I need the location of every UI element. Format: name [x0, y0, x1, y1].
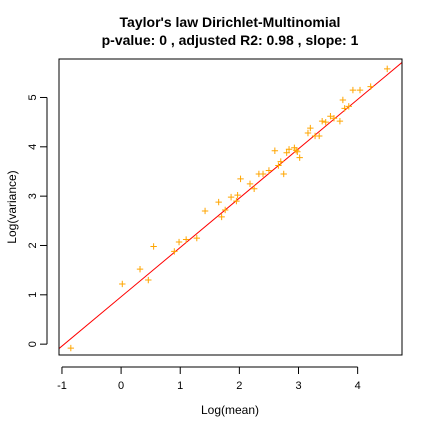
data-point-45 [356, 86, 364, 94]
data-point-1 [119, 280, 126, 288]
data-point-23 [275, 162, 282, 169]
data-point-36 [318, 117, 326, 125]
data-point-22 [271, 147, 279, 154]
x-tick-label: 2 [236, 380, 242, 392]
data-point-20 [259, 170, 267, 178]
data-point-4 [150, 243, 157, 250]
y-tick-label: 0 [27, 341, 39, 347]
data-point-26 [283, 149, 290, 156]
y-axis: 0 1 2 3 4 5 [27, 94, 48, 347]
data-point-42 [341, 105, 348, 112]
data-point-30 [294, 148, 301, 155]
data-point-9 [201, 207, 209, 215]
y-tick-label: 5 [27, 94, 39, 100]
data-point-40 [336, 117, 344, 125]
data-point-24 [277, 158, 284, 165]
x-tick-label: -1 [57, 380, 67, 392]
x-tick-label: 0 [118, 380, 124, 392]
data-point-0 [67, 344, 75, 352]
chart-title-line2: p-value: 0 , adjusted R2: 0.98 , slope: … [102, 32, 359, 48]
data-point-44 [349, 86, 357, 94]
data-point-39 [330, 115, 338, 122]
data-point-15 [234, 191, 241, 199]
data-point-11 [218, 213, 225, 221]
data-point-16 [237, 175, 244, 183]
data-point-13 [227, 193, 235, 201]
y-tick-label: 3 [27, 193, 39, 199]
regression-line [59, 61, 402, 350]
data-point-18 [250, 185, 258, 192]
x-tick-label: 1 [177, 380, 183, 392]
chart-title-line1: Taylor's law Dirichlet-Multinomial [120, 14, 341, 30]
regression-line-group [59, 61, 402, 350]
data-point-21 [265, 167, 273, 174]
data-point-29 [292, 147, 300, 154]
data-point-10 [215, 198, 222, 206]
data-point-14 [233, 197, 240, 205]
x-tick-label: 4 [355, 380, 361, 392]
data-point-41 [339, 96, 347, 104]
x-tick-label: 3 [295, 380, 301, 392]
y-axis-label: Log(variance) [5, 170, 19, 243]
data-point-43 [345, 103, 352, 110]
data-point-27 [285, 146, 293, 153]
y-tick-label: 2 [27, 242, 39, 248]
data-point-31 [296, 154, 303, 161]
data-point-32 [304, 129, 312, 137]
data-point-6 [175, 238, 183, 246]
data-point-25 [280, 170, 287, 178]
data-point-7 [182, 236, 190, 243]
data-point-46 [367, 83, 374, 90]
x-axis-label: Log(mean) [201, 403, 259, 417]
data-point-37 [322, 118, 329, 126]
plot-frame [58, 58, 403, 356]
data-point-47 [384, 65, 391, 73]
data-point-17 [246, 180, 254, 188]
data-point-2 [136, 265, 144, 273]
data-points-group [67, 65, 391, 352]
data-point-12 [221, 206, 229, 214]
y-tick-label: 1 [27, 292, 39, 298]
data-point-3 [145, 276, 152, 284]
data-point-35 [316, 132, 323, 140]
data-point-5 [171, 248, 178, 255]
x-axis: -1 0 1 2 3 4 [57, 366, 361, 392]
data-point-8 [193, 234, 200, 242]
y-tick-label: 4 [27, 144, 39, 150]
data-point-33 [307, 124, 314, 132]
data-point-38 [327, 113, 334, 120]
